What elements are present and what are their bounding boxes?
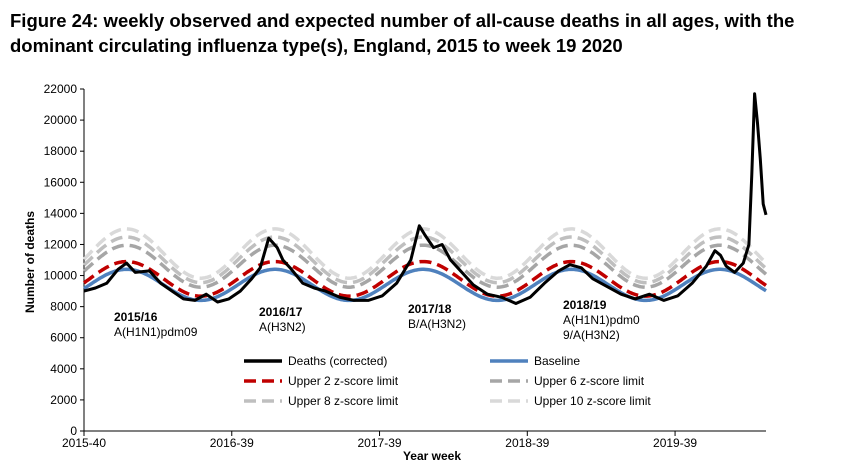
series-line-z6 [82, 243, 768, 289]
y-tick-label: 0 [70, 424, 77, 438]
season-label-2015-16: 2015/16 [114, 310, 158, 324]
legend-item-z10: Upper 10 z-score limit [490, 394, 651, 408]
y-tick-label: 14000 [44, 206, 78, 220]
y-tick-label: 10000 [44, 269, 78, 283]
y-tick-label: 16000 [44, 175, 78, 189]
legend-label-baseline: Baseline [534, 354, 580, 368]
series-line-z10 [82, 227, 768, 280]
y-tick-label: 2000 [50, 393, 77, 407]
plot-area: 0 2000 4000 6000 8000 10000 12000 14000 16000 180… [44, 82, 768, 450]
x-tick-label: 2019-39 [653, 436, 697, 450]
flu-type-2018-19-line1: A(H1N1)pdm0 [563, 313, 640, 327]
season-label-2017-18: 2017/18 [408, 302, 452, 316]
legend-item-deaths: Deaths (corrected) [244, 354, 387, 368]
flu-type-2015-16: A(H1N1)pdm09 [114, 325, 198, 339]
legend-label-z8: Upper 8 z-score limit [288, 394, 399, 408]
legend-label-deaths: Deaths (corrected) [288, 354, 387, 368]
y-tick-label: 8000 [50, 300, 77, 314]
y-tick-label: 6000 [50, 331, 77, 345]
y-axis-label: Number of deaths [23, 211, 37, 313]
x-tick-label: 2015-40 [62, 436, 106, 450]
season-annotations: 2015/16 A(H1N1)pdm09 2016/17 A(H3N2) 201… [114, 298, 640, 342]
series-group [82, 92, 768, 305]
legend-item-z2: Upper 2 z-score limit [244, 374, 399, 388]
figure-title: Figure 24: weekly observed and expected … [10, 10, 795, 56]
season-label-2018-19: 2018/19 [563, 298, 607, 312]
x-tick-label: 2016-39 [210, 436, 254, 450]
flu-type-2017-18: B/A(H3N2) [408, 317, 466, 331]
legend-label-z10: Upper 10 z-score limit [534, 394, 651, 408]
y-tick-label: 22000 [44, 82, 78, 96]
flu-type-2018-19-line2: 9/A(H3N2) [563, 328, 620, 342]
y-tick-label: 18000 [44, 144, 78, 158]
legend-item-baseline: Baseline [490, 354, 580, 368]
x-axis: 2015-40 2016-39 2017-39 2018-39 2019-39 [62, 430, 766, 450]
flu-type-2016-17: A(H3N2) [259, 320, 306, 334]
y-tick-label: 4000 [50, 362, 77, 376]
series-line-deaths [83, 92, 768, 305]
legend-item-z8: Upper 8 z-score limit [244, 394, 399, 408]
x-tick-label: 2017-39 [358, 436, 402, 450]
legend-label-z2: Upper 2 z-score limit [288, 374, 399, 388]
legend: Deaths (corrected) Baseline Upper 2 z-sc… [244, 354, 651, 408]
y-tick-label: 12000 [44, 237, 78, 251]
legend-item-z6: Upper 6 z-score limit [490, 374, 645, 388]
y-axis: 0 2000 4000 6000 8000 10000 12000 14000 16000 180… [44, 82, 85, 438]
x-tick-label: 2018-39 [505, 436, 549, 450]
season-label-2016-17: 2016/17 [259, 305, 303, 319]
legend-label-z6: Upper 6 z-score limit [534, 374, 645, 388]
x-axis-label: Year week [403, 449, 461, 463]
y-tick-label: 20000 [44, 113, 78, 127]
